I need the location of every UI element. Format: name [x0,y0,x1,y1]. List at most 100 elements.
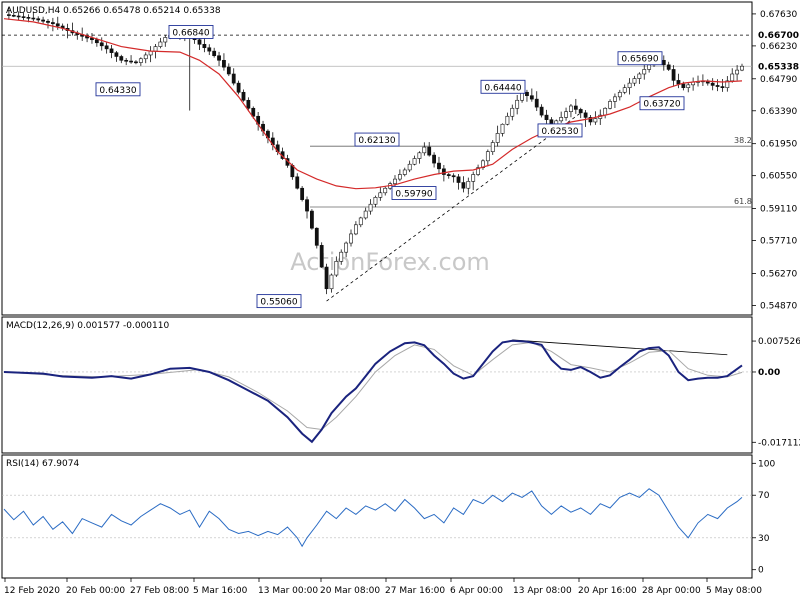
candle-body [31,17,36,20]
candle-body [231,73,236,84]
main-header: AUDUSD,H4 0.65266 0.65478 0.65214 0.6533… [6,6,221,16]
candle-body [559,117,564,122]
candle-body [109,48,114,53]
candle-body [686,84,691,89]
price-tick-label: 0.64790 [760,75,797,85]
candle-body [329,274,334,290]
price-callout-label: 0.62530 [541,127,578,137]
price-tick-label: 0.59110 [760,205,797,215]
price-tick-label: 0.57710 [760,237,797,247]
time-tick-label: 20 Mar 08:00 [320,586,380,596]
price-tick-label: 0.54870 [760,301,797,311]
macd-signal-line [3,341,743,431]
time-tick-label: 13 Mar 00:00 [258,586,318,596]
candle-body [647,64,652,70]
candle-body [490,142,495,152]
time-tick-label: 28 Apr 00:00 [642,586,701,596]
price-callouts: 0.66840 0.64330 0.55060 0.62130 0.59790 0.644… [95,25,685,309]
candle-body [471,174,476,182]
rsi-tick-label: 100 [758,459,775,469]
candle-body [158,41,163,47]
current-price-tag-label: 0.65338 [758,62,799,72]
moving-average-line [3,18,743,190]
candle-body [710,82,715,86]
candle-body [485,151,490,162]
candle-body [666,64,671,70]
price-callout-label: 0.59790 [395,190,432,200]
candle-body [124,59,129,62]
candle-body [11,14,16,17]
price-tick-label: 0.67630 [760,10,797,20]
candle-body [525,91,529,97]
price-callout-label: 0.64330 [99,86,136,96]
candle-body [583,112,588,118]
current-price-tag-bg [753,60,798,73]
candle-body [50,22,55,25]
candle-body [622,87,627,93]
candle-body [544,114,549,120]
candle-body [603,107,608,116]
candle-body [578,109,583,114]
candle-body [6,14,11,16]
candle-body [55,23,60,27]
candle-body [163,37,168,43]
candle-body [119,56,124,61]
price-callout-label: 0.65690 [621,55,658,65]
price-axis: 0.67630 0.66230 0.64790 0.63390 0.61950 0.605… [752,10,797,311]
candle-body [217,55,221,61]
price-tick-label: 0.56270 [760,269,797,279]
candle-body [495,133,500,143]
price-callout-box [256,294,302,309]
candle-body [500,123,505,134]
price-callout-box [537,123,583,138]
candle-body [715,85,720,87]
price-tick-label: 0.61950 [760,140,797,150]
candle-body [451,175,456,178]
macd-pane [1,316,753,454]
candle-body [608,101,612,109]
candle-body [417,152,422,159]
rsi-axis: 100 70 30 0 [2,459,775,576]
candle-body [505,115,510,125]
price-callout-box [480,79,526,94]
candle-body [730,73,735,82]
price-callout-label: 0.66840 [172,28,209,38]
candle-body [344,242,349,253]
candle-body [153,46,158,52]
candle-body [510,107,515,117]
time-tick-label: 6 Apr 00:00 [450,586,503,596]
resistance-tag-label: 0.66700 [758,31,799,41]
candle-body [534,98,539,108]
candle-body [573,105,578,110]
time-tick-label: 27 Feb 08:00 [130,586,189,596]
price-callout-box [168,25,214,39]
candle-body [456,176,461,183]
candle-body [16,15,21,18]
candle-body [402,169,407,175]
candle-body [41,19,45,22]
trendline-layer [326,112,581,302]
candle-body [319,245,324,268]
candle-body [241,91,246,101]
price-callout-label: 0.55060 [260,298,297,308]
price-tick-label: 0.63390 [760,107,797,117]
candle-body [21,16,26,18]
macd-tick-label: -0.017112 [758,438,800,448]
candle-body [114,52,119,57]
rsi-tick-label: 0 [758,566,764,576]
price-callout-box [354,132,400,147]
candle-body [725,80,730,89]
candle-body [529,95,534,100]
rsi-line [3,488,743,548]
macd-line [3,339,743,444]
candle-body [339,251,344,262]
resistance-tag-bg [753,29,798,42]
candle-body [246,99,251,109]
candle-body [642,69,647,75]
candle-body [676,80,681,85]
rsi-tick-label: 70 [758,491,770,501]
candle-body [138,58,143,63]
support-trendline [326,112,581,302]
